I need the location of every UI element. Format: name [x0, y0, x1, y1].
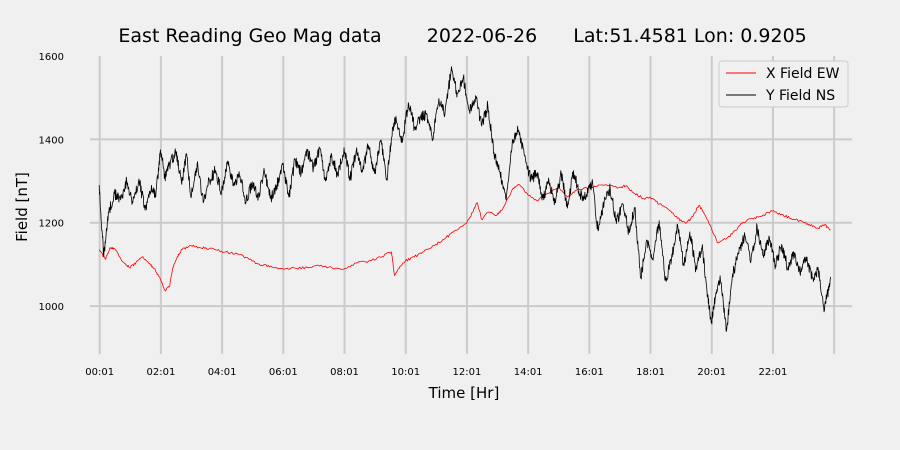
- chart-title-date: 2022-06-26: [427, 25, 537, 47]
- x-tick-label: 10:01: [391, 367, 420, 378]
- x-tick-label: 06:01: [269, 367, 298, 378]
- x-tick-label: 04:01: [208, 367, 237, 378]
- series-lines: [98, 66, 831, 332]
- x-tick-label: 20:01: [697, 367, 726, 378]
- chart-title-location: Lat:51.4581 Lon: 0.9205: [573, 25, 807, 47]
- tick-labels: 00:01 02:01 04:01 06:01 08:01 10:01 12:01 14:01…: [39, 52, 788, 378]
- x-tick-label: 16:01: [575, 367, 604, 378]
- x-axis-label: Time [Hr]: [428, 384, 500, 402]
- y-tick-label: 1600: [39, 52, 64, 63]
- legend: X Field EW Y Field NS: [718, 60, 849, 108]
- legend-label: X Field EW: [766, 66, 840, 82]
- x-tick-label: 00:01: [85, 367, 114, 378]
- grid: [90, 56, 852, 354]
- legend-label: Y Field NS: [765, 88, 835, 104]
- y-tick-label: 1200: [39, 219, 64, 230]
- series-line-y-field: [98, 66, 831, 332]
- x-tick-label: 02:01: [146, 367, 175, 378]
- x-tick-label: 14:01: [514, 367, 543, 378]
- y-tick-label: 1000: [39, 302, 64, 313]
- y-axis-label: Field [nT]: [13, 172, 31, 242]
- x-tick-label: 08:01: [330, 367, 359, 378]
- y-tick-label: 1400: [39, 135, 64, 146]
- x-tick-label: 12:01: [453, 367, 482, 378]
- x-tick-label: 22:01: [759, 367, 788, 378]
- chart-title-name: East Reading Geo Mag data: [118, 25, 381, 47]
- x-tick-label: 18:01: [636, 367, 665, 378]
- series-line-x-field: [98, 183, 831, 292]
